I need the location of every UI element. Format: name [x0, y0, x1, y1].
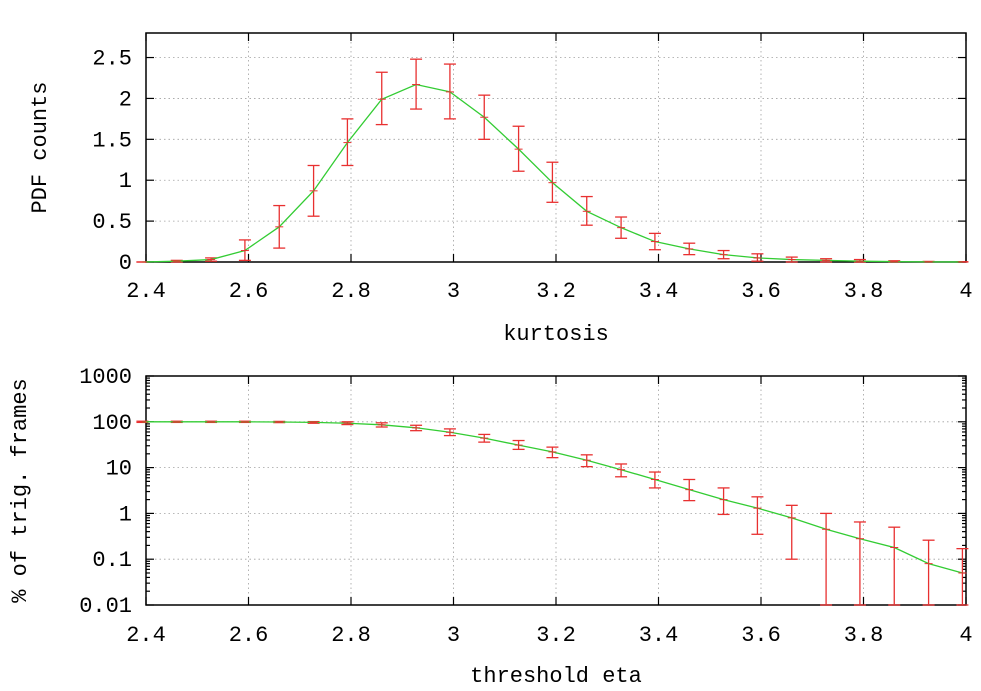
error-bar: [923, 540, 935, 605]
y-tick-label: 0: [119, 251, 132, 276]
y-tick-label: 0.1: [92, 548, 132, 573]
data-curve: [142, 422, 962, 573]
x-tick-label: 3.2: [536, 623, 576, 648]
series-1: [136, 59, 968, 262]
x-tick-label: 4: [959, 623, 972, 648]
y-tick-label: 2.5: [92, 47, 132, 72]
y-axis-label: % of trig. frames: [8, 378, 33, 602]
y-tick-label: 0.5: [92, 210, 132, 235]
plot-panel-1: 2.4 2.6 2.8 3 3.2 3.4 3.6 3.8 4 0 0.5 1 1.5 2 2.5 kurto…: [28, 33, 973, 347]
x-tick-label: 3.4: [639, 279, 679, 304]
x-tick-label: 2.4: [126, 623, 166, 648]
x-tick-label: 3: [447, 279, 460, 304]
y-tick-label: 100: [92, 411, 132, 436]
y-tick-label: 2: [119, 87, 132, 112]
x-tick-label: 4: [959, 279, 972, 304]
x-tick-label: 2.4: [126, 279, 166, 304]
x-tick-label: 2.8: [331, 279, 371, 304]
error-bar: [854, 522, 866, 605]
x-tick-label: 2.8: [331, 623, 371, 648]
plot-panel-2: 2.4 2.6 2.8 3 3.2 3.4 3.6 3.8 4 0.01 0.1 1 10 100 1000…: [8, 365, 973, 687]
y-tick-label: 1000: [79, 365, 132, 390]
y-tick-label: 1: [119, 502, 132, 527]
error-bar: [751, 497, 763, 534]
y-axis-label: PDF counts: [28, 81, 53, 213]
x-tick-label: 3.8: [844, 279, 884, 304]
x-tick-label: 3.6: [741, 623, 781, 648]
error-bar: [786, 505, 798, 559]
y-tick-label: 10: [106, 457, 132, 482]
x-axis-label: kurtosis: [503, 322, 609, 347]
x-tick-label: 3: [447, 623, 460, 648]
x-tick-label: 3.8: [844, 623, 884, 648]
y-tick-label: 0.01: [79, 594, 132, 619]
x-tick-label: 3.6: [741, 279, 781, 304]
y-tick-label: 1.5: [92, 128, 132, 153]
y-tick-label: 1: [119, 169, 132, 194]
x-tick-label: 3.4: [639, 623, 679, 648]
x-axis-label: threshold eta: [470, 664, 642, 687]
error-bar: [888, 527, 900, 605]
x-tick-label: 2.6: [229, 623, 269, 648]
x-tick-label: 3.2: [536, 279, 576, 304]
x-tick-label: 2.6: [229, 279, 269, 304]
